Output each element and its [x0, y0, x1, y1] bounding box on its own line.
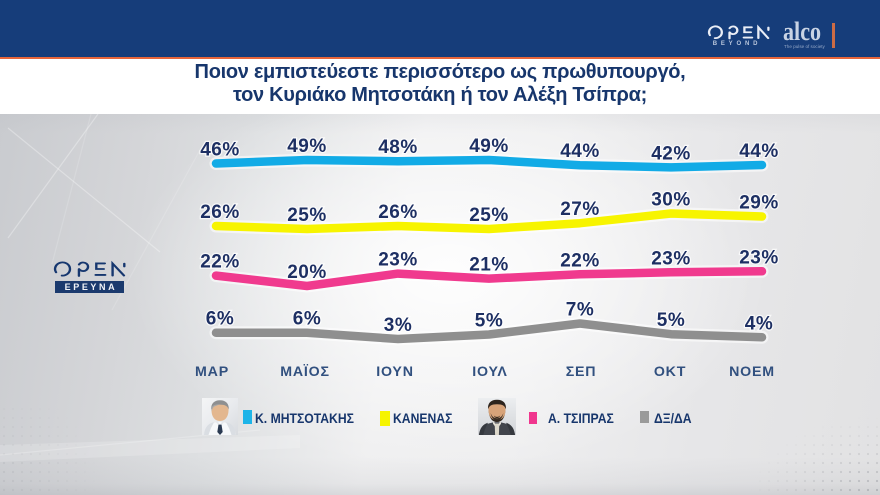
svg-text:49%: 49% [469, 136, 509, 157]
svg-text:46%: 46% [200, 140, 240, 161]
svg-text:44%: 44% [560, 141, 600, 162]
svg-text:26%: 26% [378, 202, 418, 223]
svg-text:6%: 6% [206, 309, 234, 330]
svg-text:25%: 25% [287, 205, 327, 226]
svg-text:ΣΕΠ: ΣΕΠ [566, 364, 597, 380]
svg-text:ΝΟΕΜ: ΝΟΕΜ [729, 364, 775, 380]
svg-text:5%: 5% [475, 311, 503, 332]
svg-text:ΜΑΡ: ΜΑΡ [195, 364, 229, 380]
svg-text:25%: 25% [469, 205, 509, 226]
svg-text:3%: 3% [384, 315, 412, 336]
svg-text:29%: 29% [739, 193, 779, 214]
svg-text:20%: 20% [287, 262, 327, 283]
svg-text:48%: 48% [378, 137, 418, 158]
svg-text:ΙΟΥΛ: ΙΟΥΛ [472, 364, 507, 380]
svg-text:21%: 21% [469, 255, 509, 276]
svg-text:23%: 23% [739, 247, 779, 268]
svg-text:ΟΚΤ: ΟΚΤ [654, 364, 686, 380]
svg-text:6%: 6% [293, 309, 321, 330]
svg-text:30%: 30% [651, 190, 691, 211]
svg-text:49%: 49% [287, 136, 327, 157]
svg-text:42%: 42% [651, 143, 691, 164]
svg-text:26%: 26% [200, 202, 240, 223]
svg-text:23%: 23% [651, 248, 691, 269]
svg-text:27%: 27% [560, 199, 600, 220]
svg-text:22%: 22% [200, 252, 240, 273]
svg-text:5%: 5% [657, 310, 685, 331]
svg-text:22%: 22% [560, 250, 600, 271]
svg-text:ΜΑΪΟΣ: ΜΑΪΟΣ [280, 363, 330, 380]
svg-text:23%: 23% [378, 250, 418, 271]
svg-text:ΙΟΥΝ: ΙΟΥΝ [376, 364, 414, 380]
svg-text:44%: 44% [739, 141, 779, 162]
svg-text:7%: 7% [566, 300, 594, 321]
svg-text:4%: 4% [745, 313, 773, 334]
